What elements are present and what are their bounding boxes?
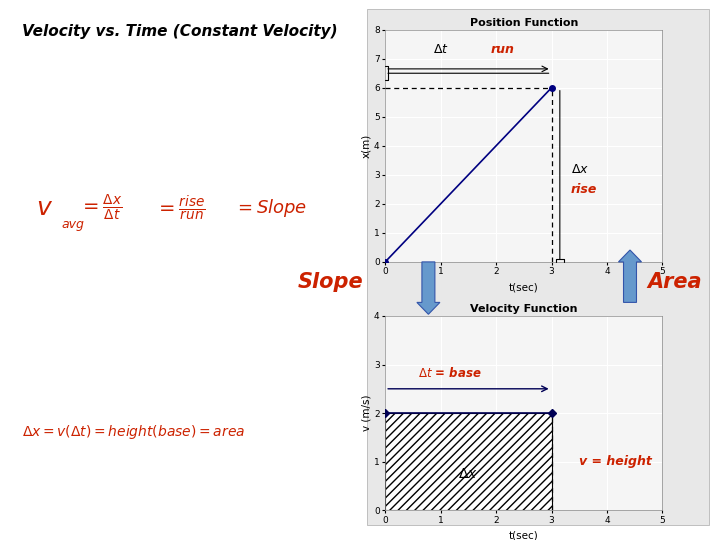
Text: $= \frac{\Delta x}{\Delta t}$: $= \frac{\Delta x}{\Delta t}$ <box>79 193 122 223</box>
Text: $\Delta x$: $\Delta x$ <box>459 467 478 481</box>
Text: $= Slope$: $= Slope$ <box>234 197 307 219</box>
Text: $\Delta x$: $\Delta x$ <box>571 163 589 176</box>
Text: $\Delta x = v(\Delta t) = height(base) = area$: $\Delta x = v(\Delta t) = height(base) =… <box>22 423 245 441</box>
Text: v = height: v = height <box>579 455 652 468</box>
Title: Velocity Function: Velocity Function <box>470 303 577 314</box>
Text: avg: avg <box>61 218 84 231</box>
X-axis label: t(sec): t(sec) <box>509 530 539 540</box>
Text: v: v <box>36 196 50 220</box>
Text: Area: Area <box>647 272 702 293</box>
Text: Slope: Slope <box>298 272 364 293</box>
Text: $\Delta t$: $\Delta t$ <box>433 43 449 56</box>
Bar <box>385 413 552 510</box>
Text: $\Delta t$ = base: $\Delta t$ = base <box>418 366 482 380</box>
Text: run: run <box>490 43 514 56</box>
Text: rise: rise <box>571 183 598 196</box>
Y-axis label: x(m): x(m) <box>361 134 371 158</box>
FancyBboxPatch shape <box>367 9 709 525</box>
Text: $= \frac{rise}{run}$: $= \frac{rise}{run}$ <box>155 193 206 222</box>
Title: Position Function: Position Function <box>469 17 578 28</box>
Text: Velocity vs. Time (Constant Velocity): Velocity vs. Time (Constant Velocity) <box>22 24 337 39</box>
Y-axis label: v (m/s): v (m/s) <box>361 395 371 431</box>
X-axis label: t(sec): t(sec) <box>509 282 539 292</box>
